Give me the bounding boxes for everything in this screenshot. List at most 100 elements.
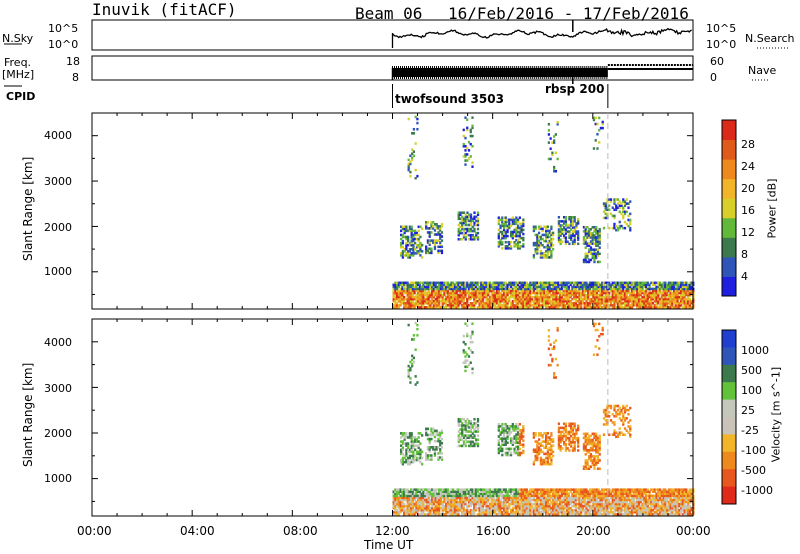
power-cell — [466, 127, 468, 130]
power-cell — [471, 161, 473, 164]
power-cell — [629, 227, 631, 230]
power-cell — [522, 243, 524, 246]
power-cell — [430, 248, 432, 251]
power-cell — [413, 132, 415, 135]
power-cell — [613, 215, 615, 218]
velocity-heatmap-cells — [393, 322, 695, 516]
power-cell — [522, 233, 524, 236]
power-cell — [519, 241, 521, 244]
power-cell — [608, 209, 610, 212]
power-cell — [501, 241, 503, 244]
power-cell — [441, 223, 443, 226]
power-cell — [565, 236, 567, 239]
power-cell — [558, 216, 560, 219]
power-cell — [477, 236, 479, 239]
power-cell — [402, 240, 404, 243]
power-cell — [568, 243, 570, 246]
power-cell — [477, 211, 479, 214]
power-cell — [466, 153, 468, 156]
power-cell — [629, 213, 631, 216]
power-cell — [627, 206, 629, 209]
power-cell — [441, 250, 443, 253]
power-cell — [430, 231, 432, 234]
power-cell — [552, 248, 554, 251]
power-cell — [441, 235, 443, 238]
power-cell — [599, 253, 601, 256]
power-cell — [565, 216, 567, 219]
power-cell — [603, 227, 605, 230]
power-cell — [624, 227, 626, 230]
power-cell — [477, 218, 479, 221]
power-cell — [464, 163, 466, 166]
power-cell — [599, 246, 601, 249]
power-cell — [510, 241, 512, 244]
power-cell — [408, 118, 410, 121]
power-cell — [595, 139, 597, 142]
power-cell — [415, 142, 417, 145]
power-cell — [418, 230, 420, 233]
power-cell — [416, 122, 418, 125]
power-cell — [470, 213, 472, 216]
power-cell — [555, 170, 557, 173]
power-cell — [598, 117, 600, 120]
power-cell — [593, 147, 595, 150]
power-cell — [471, 125, 473, 128]
power-cell — [416, 128, 418, 131]
power-cell — [596, 147, 598, 150]
power-cell — [599, 261, 601, 264]
power-cell — [468, 149, 470, 152]
power-cell — [522, 218, 524, 221]
power-cell — [471, 135, 473, 138]
power-cell — [550, 226, 552, 229]
power-cell — [463, 129, 465, 132]
power-cell — [596, 123, 598, 126]
power-cell — [522, 237, 524, 240]
power-cell — [629, 200, 631, 203]
power-cell — [599, 228, 601, 231]
power-cell — [595, 117, 597, 120]
power-cell — [464, 137, 466, 140]
noise-trace — [393, 20, 692, 48]
power-cell — [421, 250, 423, 253]
power-cell — [557, 121, 559, 124]
power-cell — [519, 216, 521, 219]
power-cell — [577, 243, 579, 246]
power-cell — [409, 171, 411, 174]
power-cell — [548, 133, 550, 136]
power-cell — [626, 198, 628, 201]
power-cell — [552, 238, 554, 241]
power-cell — [555, 133, 557, 136]
power-cell — [407, 236, 409, 239]
power-cell — [629, 219, 631, 222]
power-cell — [416, 118, 418, 121]
power-cell — [473, 228, 475, 231]
power-cell — [602, 121, 604, 124]
power-cell — [405, 226, 407, 229]
power-cell — [471, 145, 473, 148]
power-cell — [409, 175, 411, 178]
power-cell — [577, 218, 579, 221]
power-cell — [441, 231, 443, 234]
power-cell — [626, 211, 628, 214]
power-cell — [552, 232, 554, 235]
power-cell — [548, 123, 550, 126]
power-cell — [421, 244, 423, 247]
power-cell — [510, 245, 512, 248]
power-cell — [506, 235, 508, 238]
power-cell — [547, 226, 549, 229]
power-cell — [413, 155, 415, 158]
power-cell — [413, 150, 415, 153]
power-cell — [548, 129, 550, 132]
power-cell — [608, 227, 610, 230]
power-cell — [577, 230, 579, 233]
power-cell — [555, 152, 557, 155]
power-cell — [411, 226, 413, 229]
power-cell — [610, 198, 612, 201]
power-cell — [553, 139, 555, 142]
power-cell — [553, 166, 555, 169]
power-cell — [552, 244, 554, 247]
power-cell — [596, 133, 598, 136]
power-cell — [550, 137, 552, 140]
power-cell — [598, 141, 600, 144]
